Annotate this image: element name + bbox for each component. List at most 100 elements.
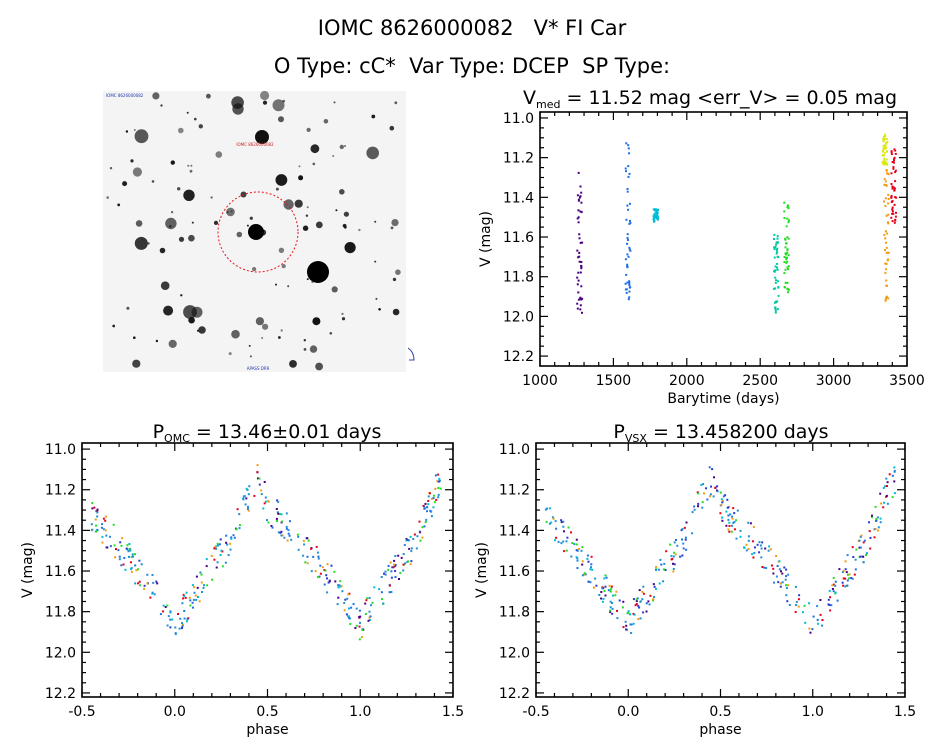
data-point: [105, 534, 108, 537]
data-point: [288, 534, 291, 537]
data-point: [337, 584, 340, 587]
star: [378, 308, 381, 311]
data-point: [171, 618, 174, 621]
data-point: [578, 233, 581, 236]
data-point: [199, 571, 202, 574]
data-point: [594, 577, 597, 580]
data-point: [296, 533, 299, 536]
star: [309, 345, 318, 353]
data-point: [819, 613, 822, 616]
data-point: [786, 260, 789, 263]
data-point: [341, 590, 344, 593]
data-point: [612, 594, 614, 597]
data-point: [181, 627, 183, 630]
data-point: [319, 564, 322, 567]
data-point: [117, 549, 120, 552]
data-point: [430, 515, 433, 518]
data-point: [192, 598, 195, 601]
star: [178, 236, 185, 242]
data-point: [775, 243, 777, 246]
data-point: [201, 591, 203, 593]
data-point: [890, 153, 893, 156]
data-point: [894, 171, 897, 174]
data-point: [628, 152, 630, 155]
data-point: [775, 241, 778, 244]
data-point: [577, 216, 580, 219]
data-point: [546, 507, 548, 510]
data-point: [875, 518, 878, 521]
data-point: [118, 558, 121, 561]
data-point: [615, 590, 618, 593]
data-point: [886, 481, 889, 484]
data-point: [754, 546, 756, 549]
star: [272, 99, 285, 112]
star: [130, 159, 134, 163]
data-point: [257, 477, 259, 480]
star: [168, 339, 177, 348]
data-point: [628, 280, 631, 283]
data-point: [794, 585, 797, 588]
data-point: [627, 208, 630, 211]
data-point: [407, 560, 409, 563]
data-point: [745, 543, 748, 546]
star: [132, 359, 141, 368]
data-point: [787, 237, 790, 240]
data-point: [276, 511, 279, 514]
data-point: [772, 572, 775, 575]
data-point: [137, 568, 140, 571]
data-point: [421, 536, 424, 539]
data-point: [394, 570, 397, 572]
star: [275, 283, 277, 286]
data-point: [683, 526, 686, 529]
data-point: [256, 464, 259, 467]
data-point: [760, 547, 763, 550]
data-point: [310, 570, 313, 573]
data-point: [887, 193, 890, 196]
data-point: [721, 499, 724, 502]
data-point: [749, 522, 752, 525]
data-point: [275, 517, 278, 520]
star: [391, 219, 399, 227]
data-point: [609, 611, 612, 614]
star: [249, 216, 253, 220]
data-point: [626, 253, 629, 256]
data-point: [113, 544, 116, 547]
star: [262, 100, 268, 105]
data-point: [200, 573, 203, 576]
data-point: [712, 495, 715, 498]
data-point: [728, 530, 731, 533]
data-point: [627, 175, 630, 178]
data-point: [260, 493, 263, 496]
data-point: [795, 600, 798, 603]
data-point: [580, 267, 583, 270]
data-point: [138, 580, 141, 583]
data-point: [787, 268, 789, 271]
data-point: [727, 528, 730, 531]
data-point: [776, 255, 779, 258]
star: [230, 210, 233, 213]
data-point: [101, 535, 104, 538]
data-point: [710, 485, 712, 488]
x-tick-label: 1500: [596, 373, 632, 389]
data-point: [774, 276, 777, 279]
star: [298, 175, 304, 181]
data-point: [691, 511, 694, 514]
x-tick-label: 0.0: [617, 704, 639, 720]
data-point: [350, 606, 353, 609]
data-point: [890, 172, 893, 175]
data-point: [628, 290, 631, 293]
data-point: [381, 598, 384, 600]
data-point: [887, 198, 890, 200]
data-point: [388, 584, 391, 587]
data-point: [808, 627, 811, 630]
data-point: [188, 596, 191, 599]
data-point: [430, 497, 433, 500]
data-point: [127, 550, 130, 553]
page-title: IOMC 8626000082 V* FI Car: [317, 16, 627, 40]
star: [331, 286, 338, 293]
data-point: [625, 170, 627, 173]
data-point: [647, 600, 650, 603]
data-point: [751, 540, 754, 543]
data-point: [264, 500, 267, 503]
data-point: [697, 505, 699, 508]
